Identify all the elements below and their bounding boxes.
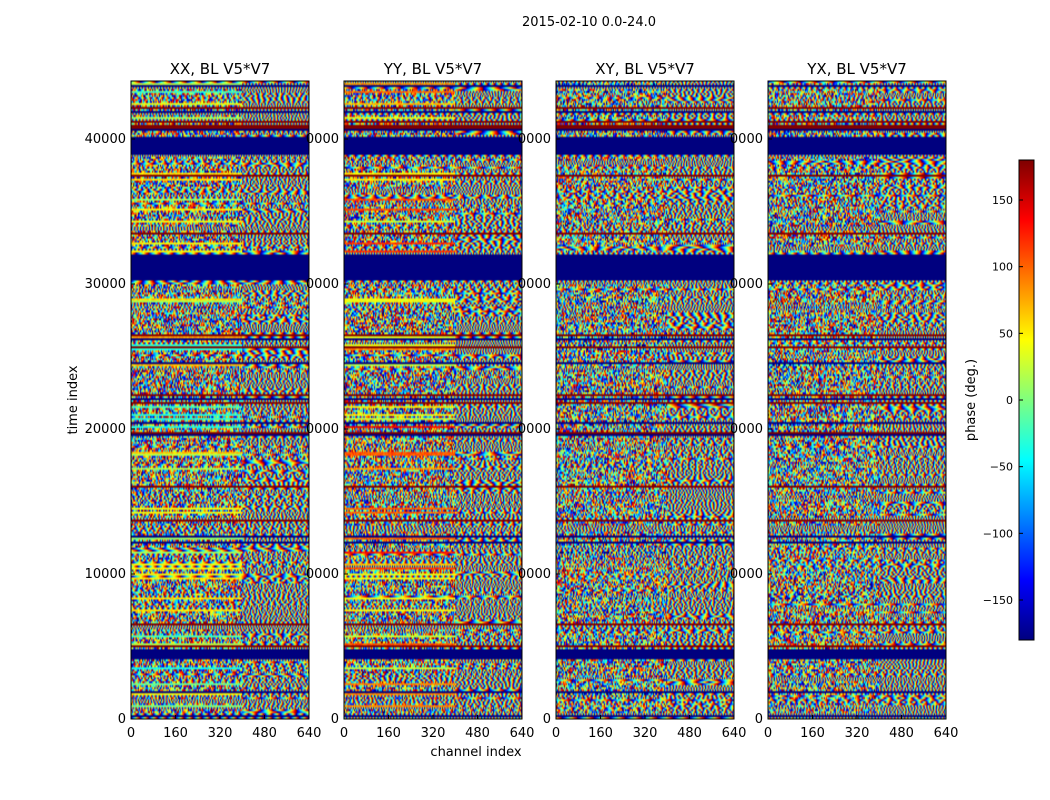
y-tick-label: 0000 [518,567,551,582]
panels: XX, BL V5*V7 0 160 320 480 640 0 10000 20000 3000… [85,60,959,741]
y-tick-label: 0000 [306,277,339,292]
y-tick-label: 0000 [306,567,339,582]
x-tick-label: 640 [934,726,959,741]
y-tick-label: 10000 [85,567,126,582]
colorbar-label: phase (deg.) [964,359,979,441]
y-tick-label: 0000 [518,422,551,437]
heatmap-image [556,81,734,719]
panel-2: YY, BL V5*V70 160 320 480 640000000000000000… [306,60,535,741]
y-tick-label: 0000 [730,567,763,582]
y-tick-label: 0000 [306,132,339,147]
x-tick-label: 320 [421,726,446,741]
x-tick-label: 480 [252,726,277,741]
colorbar-tick-label: 100 [992,261,1013,274]
colorbar-tick-label: −100 [983,527,1013,540]
x-tick-label: 640 [722,726,747,741]
colorbar: −150 −100 −50 0 50 100 150 [983,159,1035,641]
heatmap-image [344,81,522,719]
x-tick-label: 160 [163,726,188,741]
x-tick-label: 480 [465,726,490,741]
x-tick-label: 640 [510,726,535,741]
panel-1: XX, BL V5*V7 0 160 320 480 640 0 10000 20000 3000… [85,60,322,741]
panel-3: XY, BL V5*V70 160 320 480 640000000000000000… [518,60,747,741]
x-tick-label: 0 [552,726,560,741]
colorbar-tick-label: 0 [1006,394,1013,407]
heatmap-image [768,81,946,719]
y-tick-label: 0 [331,712,339,727]
y-tick-label: 0 [543,712,551,727]
colorbar-tick-label: 50 [999,327,1013,340]
y-tick-label: 20000 [85,422,126,437]
x-axis-label: channel index [430,745,521,760]
y-tick-label: 40000 [85,132,126,147]
colorbar-tick-label: −50 [990,461,1013,474]
x-tick-label: 160 [588,726,613,741]
colorbar-tick-label: 150 [992,194,1013,207]
panel-title: XX, BL V5*V7 [170,60,271,78]
x-tick-label: 320 [633,726,658,741]
figure-suptitle: 2015-02-10 0.0-24.0 [522,15,656,30]
y-tick-label: 0000 [518,277,551,292]
y-axis-label: time index [66,365,81,434]
x-tick-label: 320 [208,726,233,741]
y-tick-label: 0000 [730,422,763,437]
x-tick-label: 480 [889,726,914,741]
panel-title: YY, BL V5*V7 [383,60,482,78]
x-tick-label: 640 [297,726,322,741]
x-tick-label: 160 [376,726,401,741]
y-tick-label: 0 [118,712,126,727]
y-tick-label: 0 [755,712,763,727]
panel-4: YX, BL V5*V70 160 320 480 640000000000000000… [730,60,959,741]
x-tick-label: 160 [800,726,825,741]
x-tick-label: 320 [845,726,870,741]
colorbar-tick-label: −150 [983,594,1013,607]
y-tick-label: 30000 [85,277,126,292]
y-tick-label: 0000 [306,422,339,437]
y-tick-label: 0000 [730,277,763,292]
panel-title: YX, BL V5*V7 [806,60,907,78]
panel-title: XY, BL V5*V7 [595,60,695,78]
x-tick-label: 0 [340,726,348,741]
x-tick-label: 0 [764,726,772,741]
x-tick-label: 0 [127,726,135,741]
y-tick-label: 0000 [518,132,551,147]
heatmap-image [131,81,309,719]
y-tick-label: 0000 [730,132,763,147]
x-tick-label: 480 [677,726,702,741]
